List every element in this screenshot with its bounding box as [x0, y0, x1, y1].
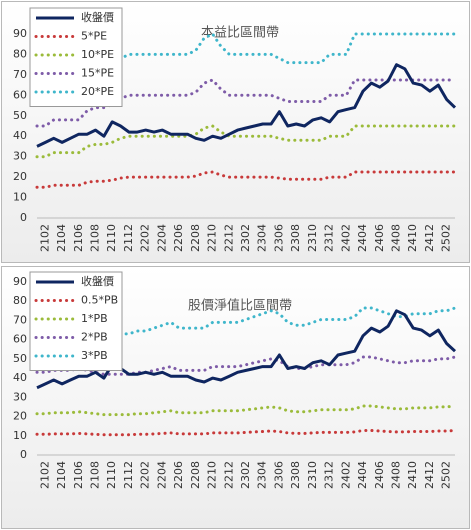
legend-label: 5*PE: [81, 30, 107, 43]
legend-label: 20*PE: [81, 85, 114, 98]
y-tick-label: 90: [13, 27, 27, 40]
legend-label: 收盤價: [81, 10, 114, 24]
y-tick-label: 0: [20, 211, 27, 224]
x-tick-label: 2402: [339, 224, 352, 252]
x-tick-label: 2306: [272, 461, 285, 489]
legend-box: [29, 7, 123, 107]
annotation: 股價淨值比區間帶: [188, 298, 292, 314]
x-tick-label: 2408: [389, 224, 402, 252]
x-tick-label: 2102: [38, 461, 51, 489]
x-tick-label: 2208: [189, 224, 202, 252]
y-tick-label: 80: [13, 47, 27, 60]
y-tick-label: 20: [13, 410, 27, 423]
y-tick-label: 70: [13, 313, 27, 326]
y-tick-label: 30: [13, 390, 27, 403]
x-tick-label: 2108: [89, 461, 102, 489]
series-line: [35, 355, 457, 376]
series-line: [35, 124, 457, 159]
x-tick-label: 2312: [323, 461, 336, 489]
x-tick-label: 2104: [55, 461, 68, 489]
legend-label: 3*PB: [81, 349, 108, 362]
x-tick-label: 2412: [423, 461, 436, 489]
y-tick-label: 60: [13, 88, 27, 101]
y-tick-label: 0: [20, 448, 27, 461]
legend-label: 10*PE: [81, 48, 114, 61]
x-tick-label: 2102: [38, 224, 51, 252]
x-tick-label: 2210: [206, 461, 219, 489]
x-tick-label: 2212: [222, 461, 235, 489]
y-tick-label: 90: [13, 275, 27, 288]
y-tick-label: 70: [13, 68, 27, 81]
x-tick-label: 2110: [105, 224, 118, 252]
x-tick-label: 2108: [89, 224, 102, 252]
x-tick-label: 2402: [339, 461, 352, 489]
y-tick-label: 40: [13, 371, 27, 384]
x-tick-label: 2410: [406, 461, 419, 489]
x-tick-label: 2412: [423, 224, 436, 252]
x-tick-label: 2306: [272, 224, 285, 252]
x-tick-label: 2410: [406, 224, 419, 252]
x-tick-label: 2104: [55, 224, 68, 252]
x-tick-label: 2106: [72, 224, 85, 252]
legend-label: 收盤價: [81, 274, 114, 288]
x-tick-label: 2404: [356, 224, 369, 252]
y-tick-label: 50: [13, 352, 27, 365]
y-tick-label: 10: [13, 429, 27, 442]
x-tick-label: 2406: [373, 461, 386, 489]
x-tick-label: 2304: [256, 461, 269, 489]
series-line: [35, 429, 457, 437]
series-line: [36, 309, 457, 390]
y-tick-label: 20: [13, 170, 27, 183]
legend-box: [29, 271, 123, 371]
x-tick-label: 2304: [256, 224, 269, 252]
y-tick-label: 10: [13, 191, 27, 204]
series-line: [36, 63, 457, 148]
x-tick-label: 2312: [323, 224, 336, 252]
series-line: [35, 170, 457, 189]
x-tick-label: 2202: [139, 224, 152, 252]
x-tick-label: 2210: [206, 224, 219, 252]
y-tick-label: 60: [13, 333, 27, 346]
legend-label: 15*PE: [81, 67, 114, 80]
x-tick-label: 2112: [122, 461, 135, 489]
x-tick-label: 2406: [373, 224, 386, 252]
x-tick-label: 2208: [189, 461, 202, 489]
x-tick-label: 2110: [105, 461, 118, 489]
annotation: 本益比區間帶: [201, 26, 279, 41]
x-tick-label: 2408: [389, 461, 402, 489]
x-tick-label: 2310: [306, 461, 319, 489]
x-tick-label: 2204: [155, 461, 168, 489]
x-tick-label: 2404: [356, 461, 369, 489]
x-tick-label: 2308: [289, 461, 302, 489]
x-tick-label: 2302: [239, 461, 252, 489]
x-tick-label: 2206: [172, 461, 185, 489]
x-tick-label: 2112: [122, 224, 135, 252]
x-tick-label: 2206: [172, 224, 185, 252]
legend-label: 0.5*PB: [81, 294, 118, 307]
x-tick-label: 2106: [72, 461, 85, 489]
x-tick-label: 2310: [306, 224, 319, 252]
x-tick-label: 2502: [440, 224, 453, 252]
x-tick-label: 2202: [139, 461, 152, 489]
y-tick-label: 80: [13, 294, 27, 307]
y-tick-label: 30: [13, 150, 27, 163]
legend-label: 1*PB: [81, 312, 108, 325]
x-tick-label: 2204: [155, 224, 168, 252]
x-tick-label: 2308: [289, 224, 302, 252]
y-tick-label: 50: [13, 109, 27, 122]
y-tick-label: 40: [13, 129, 27, 142]
x-tick-label: 2502: [440, 461, 453, 489]
legend-label: 2*PB: [81, 331, 108, 344]
x-tick-label: 2302: [239, 224, 252, 252]
x-tick-label: 2212: [222, 224, 235, 252]
